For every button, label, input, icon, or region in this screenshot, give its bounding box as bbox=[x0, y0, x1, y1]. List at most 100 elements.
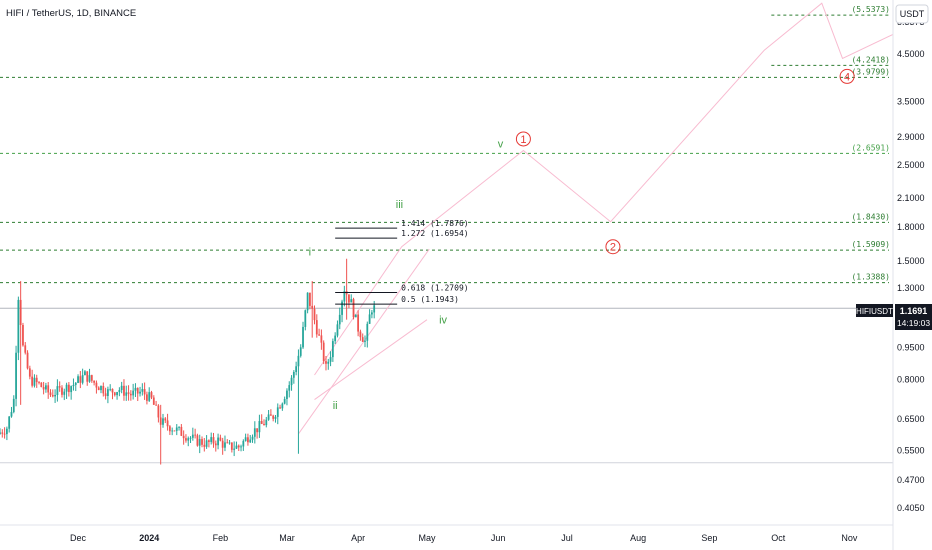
candle[interactable] bbox=[15, 345, 17, 407]
candle[interactable] bbox=[276, 403, 279, 425]
candle[interactable] bbox=[203, 437, 206, 452]
candle[interactable] bbox=[185, 434, 187, 443]
candle[interactable] bbox=[299, 344, 302, 358]
candle[interactable] bbox=[325, 356, 327, 371]
candle[interactable] bbox=[311, 281, 314, 338]
candle[interactable] bbox=[164, 417, 167, 424]
candle[interactable] bbox=[318, 328, 320, 337]
candle[interactable] bbox=[322, 340, 325, 365]
wave-label[interactable]: ii bbox=[333, 400, 338, 412]
candle[interactable] bbox=[334, 332, 337, 344]
candle[interactable] bbox=[35, 374, 38, 388]
candle[interactable] bbox=[221, 437, 224, 455]
candle[interactable] bbox=[86, 371, 89, 386]
candle[interactable] bbox=[150, 390, 153, 400]
candle[interactable] bbox=[175, 424, 178, 436]
candle[interactable] bbox=[309, 292, 311, 310]
candle[interactable] bbox=[90, 374, 93, 383]
candle[interactable] bbox=[235, 441, 238, 450]
candle[interactable] bbox=[116, 391, 118, 400]
candle[interactable] bbox=[201, 436, 203, 448]
candle[interactable] bbox=[224, 435, 226, 452]
candle[interactable] bbox=[315, 314, 318, 338]
candle[interactable] bbox=[341, 299, 343, 323]
candle[interactable] bbox=[230, 442, 233, 453]
candle[interactable] bbox=[61, 385, 63, 398]
candle[interactable] bbox=[196, 433, 199, 447]
candle[interactable] bbox=[361, 333, 364, 343]
candle[interactable] bbox=[3, 427, 6, 439]
candle[interactable] bbox=[152, 395, 155, 405]
candle[interactable] bbox=[295, 361, 298, 376]
candle[interactable] bbox=[359, 329, 362, 341]
candle[interactable] bbox=[189, 436, 192, 444]
candle[interactable] bbox=[368, 309, 371, 324]
wave-label-circled[interactable]: 1 bbox=[515, 131, 531, 147]
candle[interactable] bbox=[67, 382, 70, 397]
candle[interactable] bbox=[240, 444, 242, 452]
candle[interactable] bbox=[74, 381, 77, 392]
candle[interactable] bbox=[304, 309, 307, 331]
candle[interactable] bbox=[1, 429, 4, 438]
time-axis[interactable]: Dec 2024 Feb Mar Apr May Jun Jul Aug Sep Oct Nov bbox=[70, 533, 858, 543]
candle[interactable] bbox=[306, 292, 309, 314]
candle[interactable] bbox=[63, 388, 66, 401]
candle[interactable] bbox=[272, 414, 275, 422]
candle[interactable] bbox=[269, 409, 272, 416]
candle[interactable] bbox=[12, 395, 15, 414]
candle[interactable] bbox=[143, 382, 146, 400]
candle[interactable] bbox=[111, 388, 114, 400]
candle[interactable] bbox=[146, 391, 148, 405]
candle[interactable] bbox=[47, 382, 50, 399]
candle[interactable] bbox=[139, 386, 141, 397]
candle[interactable] bbox=[191, 427, 194, 441]
candle[interactable] bbox=[97, 386, 100, 391]
candle[interactable] bbox=[54, 389, 56, 403]
candle[interactable] bbox=[267, 410, 270, 421]
projection-path[interactable] bbox=[314, 2, 894, 376]
candle[interactable] bbox=[370, 309, 373, 319]
candle[interactable] bbox=[352, 297, 355, 320]
candle[interactable] bbox=[56, 379, 59, 402]
candle[interactable] bbox=[178, 426, 180, 431]
candle[interactable] bbox=[95, 380, 98, 394]
candle[interactable] bbox=[168, 425, 171, 435]
candle[interactable] bbox=[22, 322, 24, 347]
candle[interactable] bbox=[180, 424, 183, 437]
candle[interactable] bbox=[302, 321, 304, 349]
candle[interactable] bbox=[343, 285, 346, 307]
candle[interactable] bbox=[194, 428, 197, 439]
currency-button[interactable]: USDT bbox=[895, 4, 929, 24]
candle[interactable] bbox=[350, 294, 353, 303]
candle[interactable] bbox=[132, 383, 135, 400]
candle[interactable] bbox=[348, 294, 350, 309]
candle[interactable] bbox=[260, 414, 263, 425]
candle[interactable] bbox=[42, 381, 45, 395]
candle[interactable] bbox=[129, 390, 132, 401]
candle[interactable] bbox=[106, 386, 109, 404]
candle[interactable] bbox=[219, 434, 222, 442]
candle[interactable] bbox=[228, 439, 231, 445]
candle[interactable] bbox=[258, 414, 261, 438]
candle[interactable] bbox=[283, 396, 286, 405]
candle[interactable] bbox=[155, 400, 158, 406]
wave-label-circled[interactable]: 2 bbox=[605, 239, 621, 255]
candle[interactable] bbox=[274, 414, 277, 423]
candle[interactable] bbox=[17, 296, 20, 361]
candle[interactable] bbox=[79, 371, 82, 389]
candle[interactable] bbox=[148, 387, 151, 403]
candle[interactable] bbox=[205, 435, 208, 449]
candle[interactable] bbox=[357, 310, 360, 337]
channel-line[interactable] bbox=[298, 248, 430, 435]
candle[interactable] bbox=[141, 383, 144, 396]
candle[interactable] bbox=[118, 387, 121, 397]
candle[interactable] bbox=[345, 258, 348, 320]
candle[interactable] bbox=[38, 381, 40, 385]
candle[interactable] bbox=[263, 419, 265, 426]
candle[interactable] bbox=[226, 439, 229, 444]
candle[interactable] bbox=[19, 281, 22, 405]
candle[interactable] bbox=[49, 389, 52, 397]
candle[interactable] bbox=[329, 351, 332, 367]
candle[interactable] bbox=[171, 427, 174, 436]
